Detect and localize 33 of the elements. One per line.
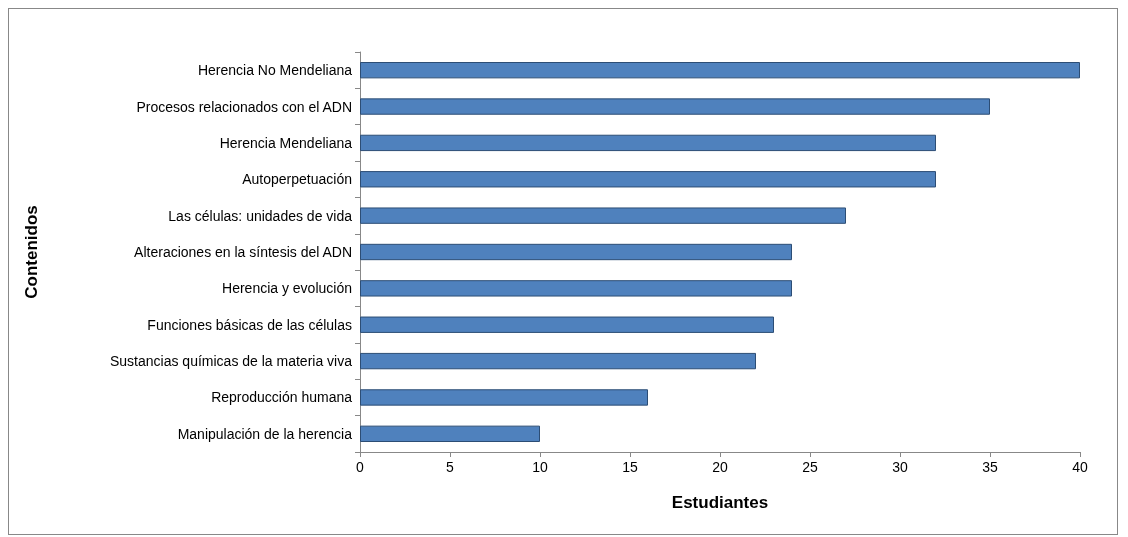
bar xyxy=(360,280,792,297)
y-tick-label: Herencia No Mendeliana xyxy=(197,62,353,79)
bar xyxy=(360,171,936,188)
x-tick-label: 25 xyxy=(802,459,818,475)
bar xyxy=(360,62,1080,79)
y-tick-label: Procesos relacionados con el ADN xyxy=(136,98,352,115)
x-tick-label: 10 xyxy=(532,459,548,475)
y-tick-label: Las células: unidades de vida xyxy=(168,207,353,224)
y-axis-title: Contenidos xyxy=(22,205,41,299)
bar xyxy=(360,207,846,224)
x-tick-label: 40 xyxy=(1072,459,1088,475)
bar xyxy=(360,316,774,333)
bar xyxy=(360,243,792,261)
y-tick-label: Herencia Mendeliana xyxy=(219,134,353,151)
y-tick-label: Herencia y evolución xyxy=(222,280,352,297)
bar xyxy=(360,134,936,152)
x-tick-label: 30 xyxy=(892,459,908,475)
x-tick-label: 20 xyxy=(712,459,728,475)
bar xyxy=(360,389,648,406)
x-tick-label: 5 xyxy=(446,459,455,475)
bar xyxy=(360,352,756,370)
y-tick-label: Alteraciones en la síntesis del ADN xyxy=(134,244,352,260)
x-tick-label: 0 xyxy=(356,459,365,475)
y-tick-label: Autoperpetuación xyxy=(242,171,352,188)
y-tick-label: Reproducción humana xyxy=(211,389,353,406)
bar xyxy=(360,98,990,115)
y-tick-label: Sustancias químicas de la materia viva xyxy=(110,353,353,370)
x-tick-label: 35 xyxy=(982,459,998,475)
bar xyxy=(360,425,540,442)
x-axis-title: Estudiantes xyxy=(671,493,769,512)
x-tick-label: 15 xyxy=(622,459,638,475)
y-tick-label: Funciones básicas de las células xyxy=(147,316,352,333)
y-tick-label: Manipulación de la herencia xyxy=(177,425,353,442)
